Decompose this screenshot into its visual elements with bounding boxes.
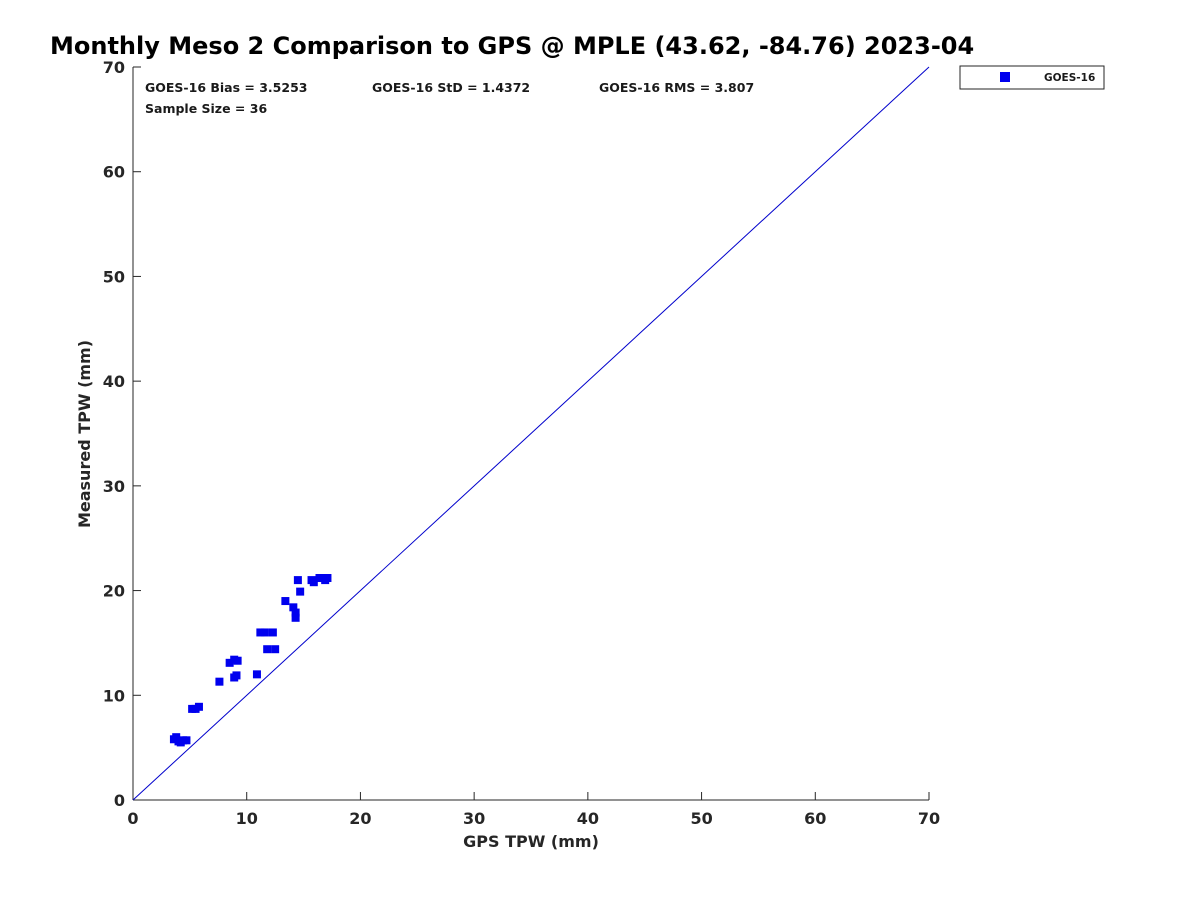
- y-axis-label: Measured TPW (mm): [75, 340, 94, 528]
- data-point: [281, 597, 290, 606]
- y-tick-label: 30: [103, 477, 125, 496]
- x-axis-label: GPS TPW (mm): [463, 832, 599, 851]
- x-tick-label: 20: [349, 809, 371, 828]
- data-point: [225, 658, 234, 667]
- x-tick-label: 30: [463, 809, 485, 828]
- std-stat: GOES-16 StD = 1.4372: [372, 80, 530, 95]
- one-to-one-reference-line: [132, 66, 930, 801]
- sample-size-stat: Sample Size = 36: [145, 101, 267, 116]
- data-point: [256, 628, 265, 637]
- data-point: [260, 628, 269, 637]
- legend: GOES-16: [959, 65, 1105, 90]
- data-point: [289, 603, 298, 612]
- plot-area: 0 10 20 30 40 50 60 70 0 10 20 30 40 50 60 70: [103, 58, 940, 828]
- x-tick-label: 50: [690, 809, 712, 828]
- data-point: [268, 628, 277, 637]
- chart-title: Monthly Meso 2 Comparison to GPS @ MPLE …: [50, 32, 974, 60]
- x-tick-label: 0: [127, 809, 138, 828]
- data-point: [232, 671, 241, 680]
- axis-ticks: 0 10 20 30 40 50 60 70 0 10 20 30 40 50 60 70: [103, 58, 940, 828]
- data-point: [263, 645, 272, 654]
- data-point: [291, 608, 300, 617]
- data-point: [194, 702, 203, 711]
- x-tick-label: 70: [918, 809, 940, 828]
- data-point: [296, 587, 305, 596]
- rms-stat: GOES-16 RMS = 3.807: [599, 80, 754, 95]
- data-point: [172, 733, 181, 742]
- y-tick-label: 40: [103, 372, 125, 391]
- data-point: [323, 574, 332, 583]
- data-point: [233, 656, 242, 665]
- data-point: [182, 736, 191, 745]
- legend-label: GOES-16: [1044, 72, 1095, 84]
- data-points: [169, 574, 332, 747]
- y-tick-label: 70: [103, 58, 125, 77]
- legend-box: [959, 65, 1105, 90]
- x-tick-label: 60: [804, 809, 826, 828]
- y-tick-label: 20: [103, 582, 125, 601]
- y-tick-label: 0: [114, 791, 125, 810]
- bias-stat: GOES-16 Bias = 3.5253: [145, 80, 307, 95]
- data-point: [252, 670, 261, 679]
- x-tick-label: 40: [577, 809, 599, 828]
- data-point: [309, 578, 318, 587]
- x-tick-label: 10: [236, 809, 258, 828]
- y-tick-label: 50: [103, 267, 125, 286]
- data-point: [271, 645, 280, 654]
- y-tick-label: 60: [103, 163, 125, 182]
- y-tick-label: 10: [103, 686, 125, 705]
- data-point: [291, 613, 300, 622]
- data-point: [215, 677, 224, 686]
- data-point: [293, 576, 302, 585]
- legend-marker-square-icon: [1000, 72, 1010, 82]
